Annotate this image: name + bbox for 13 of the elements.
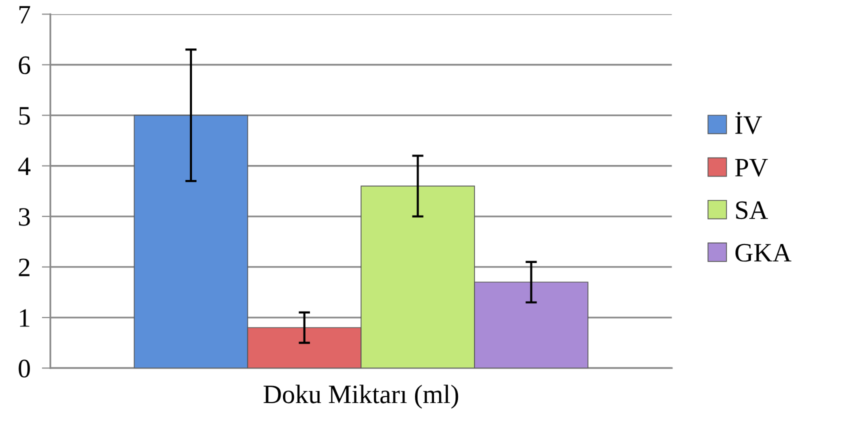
y-tick-label: 5 xyxy=(19,107,30,125)
y-tick-label: 7 xyxy=(19,6,30,24)
y-tick-label: 4 xyxy=(18,158,30,176)
y-tick-label: 2 xyxy=(18,258,30,276)
legend-label: PV xyxy=(735,159,768,177)
x-tick-label: Doku Miktarı (ml) xyxy=(264,384,458,409)
y-tick-label: 1 xyxy=(20,309,30,327)
legend-label: SA xyxy=(736,201,768,220)
y-tick-label: 3 xyxy=(18,208,30,226)
legend-label: İV xyxy=(735,112,762,134)
y-tick-label: 0 xyxy=(18,360,30,378)
y-tick-label: 6 xyxy=(18,56,30,74)
legend-label: GKA xyxy=(735,244,792,262)
